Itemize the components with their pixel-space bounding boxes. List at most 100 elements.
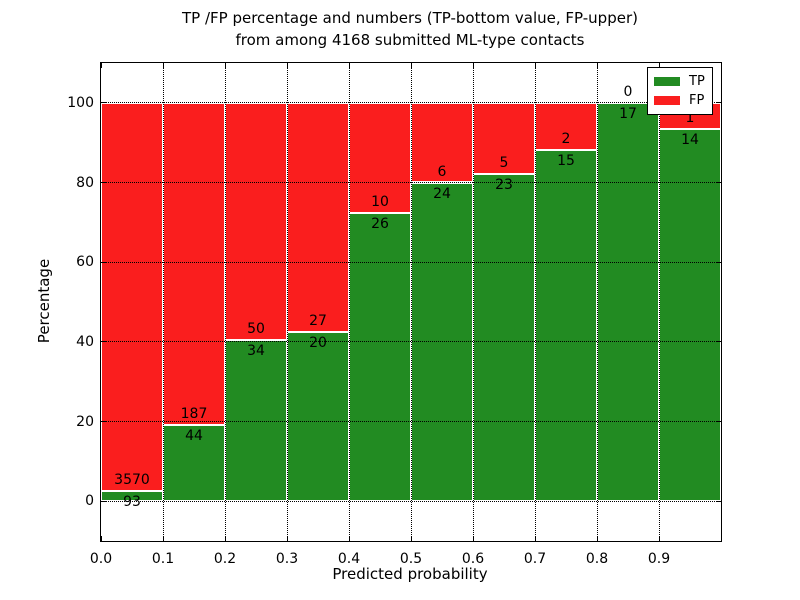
bar-segment-tp xyxy=(597,102,659,502)
legend-label-tp: TP xyxy=(689,74,705,89)
x-tick-top xyxy=(658,63,660,68)
bar-segment-tp xyxy=(349,213,411,502)
bar-segment-fp xyxy=(225,102,287,340)
x-tick-top xyxy=(224,63,226,68)
bar-label-fp: 1 xyxy=(685,110,695,127)
bar-label-fp: 27 xyxy=(309,312,327,329)
y-tick-right xyxy=(716,500,721,502)
x-gridline xyxy=(534,63,536,541)
x-tick-top xyxy=(100,63,102,68)
x-tick-label: 0.7 xyxy=(523,551,547,567)
x-tick-top xyxy=(162,63,164,68)
x-tick-top xyxy=(348,63,350,68)
legend-item-tp: TP xyxy=(654,72,705,91)
x-gridline xyxy=(286,63,288,541)
bar-label-tp: 14 xyxy=(681,132,699,149)
bar-segment-tp xyxy=(473,173,535,502)
x-tick-bottom xyxy=(100,536,102,541)
x-gridline xyxy=(596,63,598,541)
y-tick-right xyxy=(716,261,721,263)
y-tick-label: 60 xyxy=(76,254,94,271)
bar-label-fp: 5 xyxy=(499,154,509,171)
bar-segment-tp xyxy=(287,331,349,502)
x-tick-label: 0.4 xyxy=(337,551,361,567)
bar-label-tp: 15 xyxy=(557,152,575,169)
x-tick-bottom xyxy=(410,536,412,541)
x-gridline xyxy=(224,63,226,541)
bar-segment-tp xyxy=(163,425,225,502)
bar-segment-tp xyxy=(659,129,721,502)
x-gridline xyxy=(162,63,164,541)
bar-label-tp: 24 xyxy=(433,185,451,202)
x-tick-label: 0.9 xyxy=(647,551,671,567)
x-tick-bottom xyxy=(472,536,474,541)
chart-title-line2: from among 4168 submitted ML-type contac… xyxy=(235,31,585,49)
x-gridline xyxy=(472,63,474,541)
x-tick-bottom xyxy=(534,536,536,541)
bar-label-tp: 44 xyxy=(185,428,203,445)
x-tick-label: 0.6 xyxy=(461,551,485,567)
x-tick-top xyxy=(286,63,288,68)
bar-segment-fp xyxy=(473,102,535,174)
y-tick-right xyxy=(716,341,721,343)
y-tick-label: 100 xyxy=(67,94,94,111)
x-tick-label: 0.1 xyxy=(151,551,175,567)
bar-label-tp: 20 xyxy=(309,334,327,351)
plot-area: 0 20 40 60 80 100 0.0 0.1 0.2 0.3 0.4 0.5 0.6 0.7 0.8 0… xyxy=(67,62,722,567)
legend-swatch-fp-icon xyxy=(654,96,680,105)
x-tick-bottom xyxy=(162,536,164,541)
bar-label-fp: 10 xyxy=(371,194,389,211)
bar-label-fp: 6 xyxy=(437,163,447,180)
x-tick-top xyxy=(472,63,474,68)
x-tick-top xyxy=(534,63,536,68)
chart-title: TP /FP percentage and numbers (TP-bottom… xyxy=(100,7,720,51)
bar-segment-fp xyxy=(101,102,163,492)
legend-swatch-tp-icon xyxy=(654,77,680,86)
x-tick-label: 0.5 xyxy=(399,551,423,567)
bar-segment-fp xyxy=(287,102,349,332)
x-tick-label: 0.0 xyxy=(89,551,113,567)
y-tick-right xyxy=(716,421,721,422)
bar-segment-tp xyxy=(225,339,287,502)
y-tick-label: 40 xyxy=(76,333,94,350)
x-axis-label: Predicted probability xyxy=(332,565,488,583)
bar-segment-fp xyxy=(535,102,597,150)
x-gridline xyxy=(348,63,350,541)
bar-segment-fp xyxy=(349,102,411,214)
x-tick-bottom xyxy=(596,536,598,541)
x-tick-bottom xyxy=(658,536,660,541)
x-tick-bottom xyxy=(286,536,288,541)
y-tick-right xyxy=(716,182,721,183)
x-gridline xyxy=(658,63,660,541)
x-gridline xyxy=(410,63,412,541)
y-tick-left xyxy=(101,102,106,104)
bar-segment-tp xyxy=(535,149,597,502)
x-tick-label: 0.8 xyxy=(585,551,609,567)
bar-label-fp: 3570 xyxy=(114,472,150,489)
x-tick-label: 0.3 xyxy=(275,551,299,567)
bar-label-fp: 0 xyxy=(623,83,633,100)
bar-label-fp: 50 xyxy=(247,320,265,337)
y-tick-label: 20 xyxy=(76,413,94,430)
legend-label-fp: FP xyxy=(689,93,705,108)
y-tick-right xyxy=(716,102,721,104)
y-tick-left xyxy=(101,261,106,263)
bar-label-tp: 17 xyxy=(619,105,637,122)
x-tick-bottom xyxy=(348,536,350,541)
y-tick-label: 0 xyxy=(85,493,94,510)
bar-label-fp: 2 xyxy=(561,130,571,147)
y-tick-left xyxy=(101,421,106,422)
bar-label-tp: 26 xyxy=(371,216,389,233)
bar-label-tp: 93 xyxy=(123,494,141,511)
legend-item-fp: FP xyxy=(654,91,705,110)
bar-label-tp: 34 xyxy=(247,342,265,359)
legend: TP FP xyxy=(647,67,713,115)
chart-title-line1: TP /FP percentage and numbers (TP-bottom… xyxy=(182,9,638,27)
y-tick-left xyxy=(101,341,106,343)
bar-label-tp: 23 xyxy=(495,176,513,193)
bar-segment-fp xyxy=(163,102,225,426)
y-tick-label: 80 xyxy=(76,174,94,191)
x-tick-label: 0.2 xyxy=(213,551,237,567)
x-tick-top xyxy=(596,63,598,68)
